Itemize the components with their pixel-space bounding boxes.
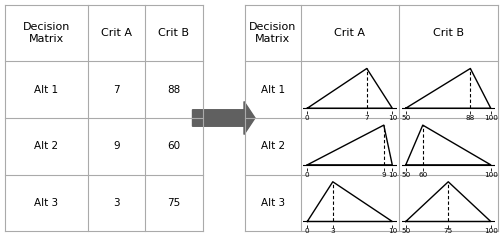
Text: Alt 3: Alt 3 <box>34 198 58 208</box>
Text: 75: 75 <box>167 198 180 208</box>
Text: Crit B: Crit B <box>433 28 464 38</box>
Text: Decision
Matrix: Decision Matrix <box>249 22 296 44</box>
Text: 7: 7 <box>114 85 120 95</box>
Text: Alt 1: Alt 1 <box>260 85 285 95</box>
Text: 88: 88 <box>167 85 180 95</box>
Text: Alt 2: Alt 2 <box>34 141 58 151</box>
Text: Crit A: Crit A <box>101 28 132 38</box>
Text: 9: 9 <box>114 141 120 151</box>
Text: Crit A: Crit A <box>334 28 366 38</box>
Text: Alt 3: Alt 3 <box>260 198 285 208</box>
Text: Decision
Matrix: Decision Matrix <box>23 22 70 44</box>
Text: Alt 1: Alt 1 <box>34 85 58 95</box>
Text: Crit B: Crit B <box>158 28 190 38</box>
Text: Alt 2: Alt 2 <box>260 141 285 151</box>
Text: 3: 3 <box>114 198 120 208</box>
FancyArrow shape <box>192 101 255 135</box>
Text: 60: 60 <box>168 141 180 151</box>
